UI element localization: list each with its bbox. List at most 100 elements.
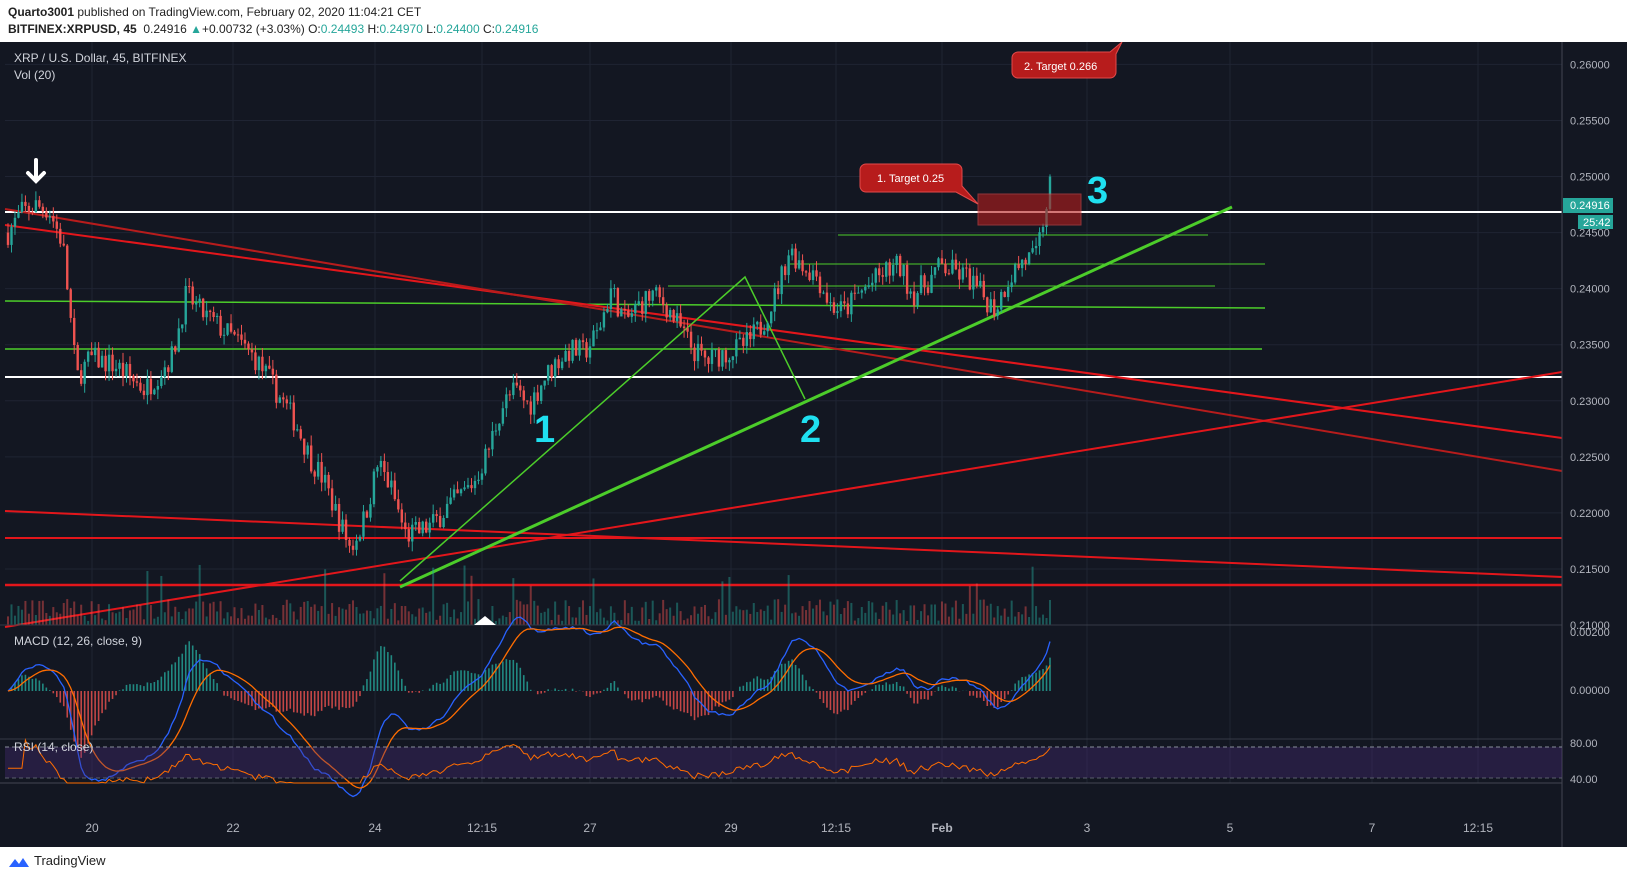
volume-bar	[522, 604, 525, 625]
candle-body	[700, 343, 703, 351]
main-legend[interactable]: XRP / U.S. Dollar, 45, BITFINEX	[14, 51, 187, 65]
volume-bar	[17, 605, 20, 625]
macd-histogram-bar	[125, 684, 128, 691]
macd-histogram-bar	[174, 662, 177, 691]
green-wave-path[interactable]	[399, 275, 806, 582]
macd-legend[interactable]: MACD (12, 26, close, 9)	[14, 634, 142, 648]
volume-bar	[128, 610, 131, 625]
wave-label-3[interactable]: 3	[1087, 170, 1108, 212]
volume-bar	[550, 620, 553, 625]
macd-histogram-bar	[955, 687, 957, 691]
volume-legend[interactable]: Vol (20)	[14, 68, 55, 82]
target1-callout[interactable]: 1. Target 0.25	[859, 163, 979, 205]
macd-histogram-bar	[296, 691, 299, 713]
macd-histogram-bar	[854, 691, 856, 701]
candle-body	[498, 423, 501, 431]
up-arrow-marker-icon[interactable]	[474, 616, 496, 625]
volume-bar	[951, 607, 954, 625]
author-name[interactable]: Quarto3001	[8, 5, 75, 19]
wave-label-2[interactable]: 2	[800, 409, 821, 451]
candle-body	[299, 429, 302, 439]
candle-body	[1017, 264, 1020, 269]
price-tick-label: 0.26000	[1570, 59, 1610, 71]
time-tick-label: 7	[1369, 821, 1376, 835]
volume-bar	[435, 619, 438, 625]
macd-histogram-bar	[83, 691, 86, 753]
volume-bar	[888, 609, 891, 625]
volume-bar	[501, 615, 504, 625]
candle-body	[285, 399, 288, 404]
volume-bar	[167, 599, 170, 625]
macd-histogram-bar	[596, 691, 598, 694]
green-ascending-trendline[interactable]	[399, 205, 1233, 589]
candle-body	[452, 489, 456, 498]
macd-histogram-bar	[627, 691, 630, 699]
countdown-value: 25:42	[1583, 217, 1611, 229]
wave-label-1[interactable]: 1	[534, 409, 555, 451]
drawing-layer[interactable]	[4, 205, 1563, 628]
candle-body	[411, 524, 414, 542]
macd-histogram-bar	[617, 687, 619, 691]
volume-bar	[982, 599, 985, 625]
price-axis[interactable]: 0.26000 0.25500 0.25000 0.24500 0.24000 0.235…	[1570, 59, 1610, 786]
chart-canvas[interactable]: 1. Target 0.25 2. Target 0.266 1 2 3 0.2…	[0, 42, 1627, 847]
macd-histogram-bar	[885, 682, 888, 691]
volume-bar	[857, 618, 860, 625]
rsi-legend[interactable]: RSI (14, close)	[14, 740, 93, 754]
macd-pane[interactable]	[7, 616, 1051, 798]
volume-bar	[104, 620, 107, 625]
red-ascending-trendline[interactable]	[4, 371, 1563, 628]
volume-bar	[763, 610, 766, 625]
candle-body	[372, 471, 376, 505]
macd-histogram-bar	[289, 691, 292, 709]
macd-histogram-bar	[62, 691, 65, 707]
macd-histogram-bar	[739, 686, 741, 691]
candle-body	[445, 503, 449, 518]
red-descending-1[interactable]	[4, 224, 1563, 439]
down-arrow-icon[interactable]	[26, 158, 46, 184]
macd-histogram-bar	[432, 684, 434, 691]
price-tick-label: 0.24000	[1570, 284, 1610, 296]
volume-bar	[13, 615, 16, 625]
volume-bar	[313, 604, 316, 625]
candle-body	[905, 264, 909, 294]
macd-histogram-bar	[756, 676, 759, 691]
volume-bar	[885, 602, 888, 625]
candle-body	[811, 270, 815, 280]
tradingview-logo[interactable]: TradingView	[8, 853, 106, 868]
candle-body	[686, 328, 689, 332]
volume-bar	[268, 619, 271, 625]
red-descending-2[interactable]	[4, 208, 1563, 472]
volume-bar	[174, 606, 177, 625]
macd-histogram-bar	[672, 691, 675, 710]
time-axis[interactable]: 20 22 24 12:15 27 29 12:15 Feb 3 5 7 12:15	[85, 821, 1493, 835]
volume-bar	[588, 606, 591, 625]
red-descending-3[interactable]	[4, 510, 1563, 578]
target2-callout[interactable]: 2. Target 0.266	[1011, 42, 1123, 79]
volume-bar	[850, 602, 853, 625]
candle-body	[435, 514, 438, 516]
candle-body	[972, 275, 975, 290]
volume-bar	[122, 607, 125, 625]
price-tick-label: 0.24500	[1570, 228, 1610, 240]
macd-histogram-bar	[320, 691, 323, 711]
volume-bar	[703, 604, 706, 625]
macd-histogram-bar	[251, 691, 253, 707]
rsi-pane[interactable]	[5, 738, 1562, 784]
candle-body	[996, 309, 999, 316]
macd-histogram-bar	[111, 691, 114, 699]
candle-body	[198, 298, 201, 303]
candle-body	[334, 503, 337, 511]
macd-histogram-bar	[331, 691, 333, 709]
target-zone-box[interactable]	[977, 193, 1082, 226]
candle-body	[156, 386, 160, 390]
macd-histogram-bar	[1000, 691, 1003, 702]
volume-bar	[752, 603, 755, 625]
volume-bar	[285, 599, 288, 625]
macd-histogram-bar	[683, 691, 685, 713]
candle-body	[961, 267, 965, 280]
volume-bar	[494, 620, 497, 625]
macd-histogram-bar	[829, 691, 832, 711]
candle-body	[62, 243, 65, 246]
candle-body	[52, 215, 55, 222]
